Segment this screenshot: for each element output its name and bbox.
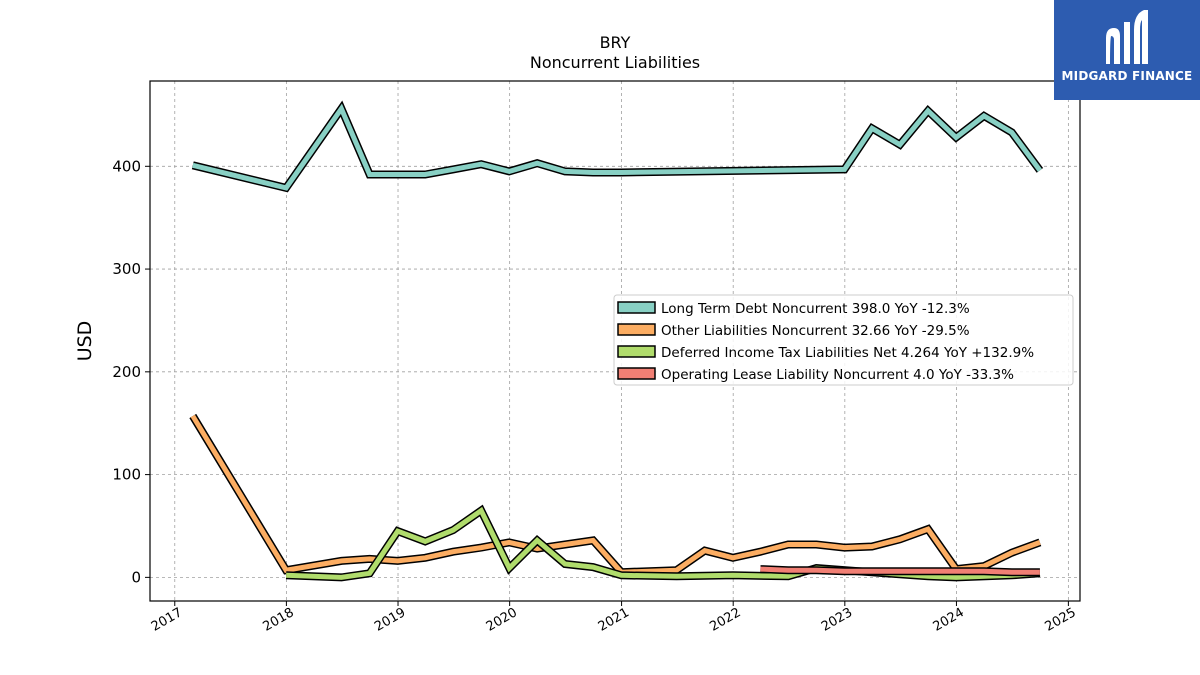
series-line-outline <box>189 413 1042 577</box>
series-line <box>192 103 1042 191</box>
chart-subtitle: Noncurrent Liabilities <box>530 53 700 72</box>
x-tick-label: 2020 <box>484 605 520 635</box>
series-line-outline <box>191 100 1044 193</box>
series-3 <box>285 504 1041 582</box>
x-tick-label: 2017 <box>149 605 185 635</box>
legend-swatch <box>617 301 656 314</box>
series-line <box>760 566 1040 575</box>
x-tick-label: 2021 <box>596 605 632 635</box>
series-line <box>190 414 1041 575</box>
legend-entry-label: Long Term Debt Noncurrent 398.0 YoY -12.… <box>661 301 970 317</box>
axis-ticks: 2017 2018 2019 2020 2021 2022 2023 2024 2025 0 100… <box>112 157 1078 634</box>
y-tick-label: 400 <box>112 157 141 175</box>
chart-title: BRY <box>600 33 631 52</box>
y-tick-label: 300 <box>112 260 141 278</box>
y-axis-label: USD <box>74 321 96 362</box>
y-tick-label: 100 <box>112 466 141 484</box>
logo-brand-text: MIDGARD FINANCE <box>1061 69 1193 83</box>
legend: Long Term Debt Noncurrent 398.0 YoY -12.… <box>613 294 1074 386</box>
x-tick-label: 2019 <box>372 605 408 635</box>
legend-swatch <box>617 345 656 358</box>
x-tick-label: 2024 <box>931 605 967 635</box>
series-4 <box>760 565 1040 577</box>
x-tick-label: 2022 <box>707 605 743 635</box>
x-tick-label: 2025 <box>1043 605 1079 635</box>
series-line <box>286 506 1041 580</box>
legend-swatch <box>617 323 656 336</box>
series-2 <box>189 413 1042 577</box>
legend-entry-label: Operating Lease Liability Noncurrent 4.0… <box>661 367 1014 383</box>
series-lines <box>189 100 1044 582</box>
legend-entry-label: Deferred Income Tax Liabilities Net 4.26… <box>661 345 1034 361</box>
x-tick-label: 2018 <box>261 605 297 635</box>
series-1 <box>191 100 1044 193</box>
legend-entry-label: Other Liabilities Noncurrent 32.66 YoY -… <box>661 323 970 339</box>
y-tick-label: 0 <box>131 568 141 586</box>
legend-swatch <box>617 367 656 380</box>
y-tick-label: 200 <box>112 363 141 381</box>
plot-frame <box>149 80 1081 602</box>
logo-mark-icon <box>1106 10 1148 64</box>
x-tick-label: 2023 <box>819 605 855 635</box>
brand-logo: MIDGARD FINANCE <box>1054 0 1200 100</box>
legend-box <box>613 294 1074 386</box>
